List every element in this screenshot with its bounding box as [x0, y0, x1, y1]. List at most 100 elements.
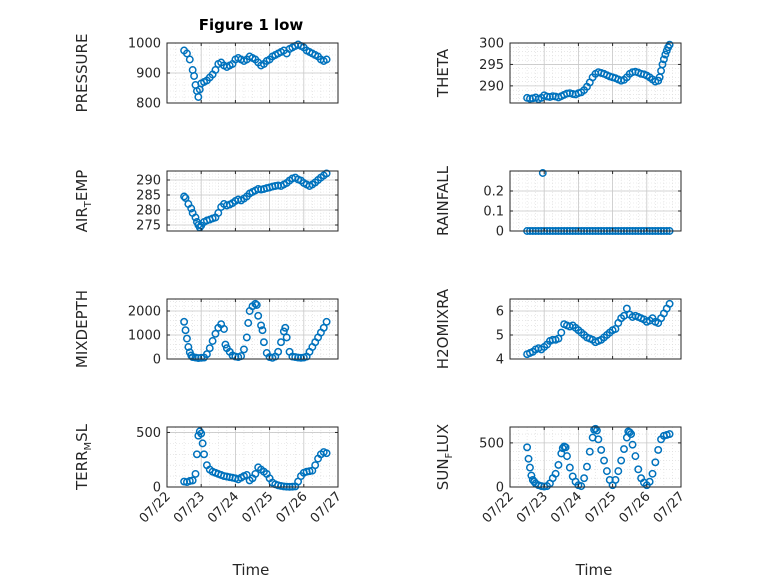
- data-point: [557, 328, 566, 337]
- figure-title: Figure 1 low: [199, 16, 304, 34]
- data-point: [651, 458, 660, 467]
- y-tick-label: 6: [496, 305, 504, 320]
- y-tick-label: 0: [496, 225, 504, 240]
- axes-frame: [166, 298, 339, 360]
- data-point: [281, 323, 290, 332]
- data-point: [185, 55, 194, 64]
- y-tick-label: 0: [153, 353, 161, 368]
- data-point: [665, 299, 674, 308]
- data-point: [523, 443, 532, 452]
- y-tick-label: 290: [479, 79, 504, 94]
- y-axis-label: THETA: [434, 48, 452, 98]
- data-point: [665, 430, 674, 439]
- data-point: [625, 428, 634, 437]
- data-point: [191, 213, 200, 222]
- y-axis-label-part: PRESSURE: [73, 34, 91, 113]
- data-point: [183, 49, 191, 58]
- y-tick-label: 0.2: [483, 185, 504, 200]
- y-axis-label: SUNFLUX: [434, 424, 455, 490]
- data-point: [565, 463, 574, 472]
- data-point: [585, 447, 594, 456]
- y-tick-label: 1000: [128, 329, 161, 344]
- y-axis-label-part: SUN: [434, 458, 452, 490]
- data-point: [611, 475, 620, 484]
- data-point: [259, 338, 268, 347]
- y-tick-label: 500: [479, 436, 504, 451]
- data-point: [211, 66, 220, 74]
- data-point: [665, 40, 674, 49]
- y-axis-label: H2OMIXRA: [434, 288, 452, 369]
- y-tick-label: 290: [136, 174, 161, 189]
- y-tick-label: 0: [496, 481, 504, 496]
- data-point: [183, 334, 191, 343]
- y-axis-label: MIXDEPTH: [73, 290, 91, 368]
- y-axis-label-part: MIXDEPTH: [73, 290, 91, 368]
- data-point: [524, 454, 533, 463]
- data-point: [631, 452, 640, 461]
- y-tick-label: 500: [136, 426, 161, 441]
- data-point: [205, 344, 214, 353]
- data-point: [180, 192, 189, 201]
- data-point: [526, 463, 534, 472]
- y-axis-label-part: SL: [73, 423, 91, 442]
- data-point: [614, 467, 623, 476]
- axes-frame: [509, 170, 682, 232]
- data-point: [597, 445, 606, 454]
- subplot-top-right: 290 295 300 THETA: [434, 37, 682, 104]
- y-tick-label: 300: [479, 37, 504, 52]
- data-point: [252, 301, 261, 309]
- y-tick-label: 285: [136, 189, 161, 204]
- data-point: [200, 450, 209, 459]
- y-tick-label: 280: [136, 204, 161, 219]
- y-tick-label: 0.1: [483, 205, 504, 220]
- data-point: [648, 469, 657, 478]
- y-tick-label: 0: [153, 481, 161, 496]
- subplot-top-left: 800 900 1000 PRESSURE: [73, 34, 339, 113]
- axes-frame: [166, 170, 339, 232]
- subplot-mid2-left: 0 1000 2000 MIXDEPTH: [73, 290, 339, 368]
- axes-frame: [509, 298, 682, 360]
- data-point: [184, 343, 193, 351]
- y-axis-label: TERRMSL: [73, 423, 94, 491]
- data-point: [661, 50, 670, 59]
- y-axis-label: AIRTEMP: [73, 170, 94, 233]
- data-point: [659, 55, 668, 64]
- data-point: [251, 469, 260, 478]
- data-point: [274, 347, 283, 356]
- right-x-axis-label: Time: [575, 561, 613, 579]
- data-point: [561, 443, 570, 452]
- data-point: [214, 209, 223, 217]
- data-point: [180, 317, 189, 326]
- data-point: [208, 337, 217, 345]
- y-axis-label: PRESSURE: [73, 34, 91, 113]
- data-point: [551, 469, 560, 478]
- data-point: [322, 55, 331, 64]
- data-point: [181, 194, 190, 202]
- data-point: [311, 461, 320, 470]
- data-point: [611, 325, 620, 333]
- data-point: [583, 462, 591, 471]
- data-point: [257, 321, 265, 330]
- data-point: [580, 474, 589, 483]
- data-point: [319, 323, 328, 332]
- data-point: [282, 333, 291, 342]
- data-point: [527, 471, 536, 480]
- y-axis-label-part: AIR: [73, 207, 91, 232]
- y-tick-label: 900: [136, 67, 161, 82]
- y-tick-label: 5: [496, 329, 504, 344]
- data-point: [658, 60, 667, 69]
- y-tick-label: 295: [479, 58, 504, 73]
- data-point: [242, 333, 251, 342]
- data-point: [258, 326, 267, 335]
- y-axis-label-subscript: T: [83, 200, 94, 208]
- y-axis-label-part: LUX: [434, 424, 452, 453]
- data-point: [198, 439, 207, 448]
- data-point: [197, 353, 206, 362]
- data-point: [538, 169, 547, 177]
- data-point: [240, 345, 248, 354]
- data-point: [591, 424, 600, 433]
- data-point: [620, 445, 628, 454]
- data-point: [322, 449, 331, 458]
